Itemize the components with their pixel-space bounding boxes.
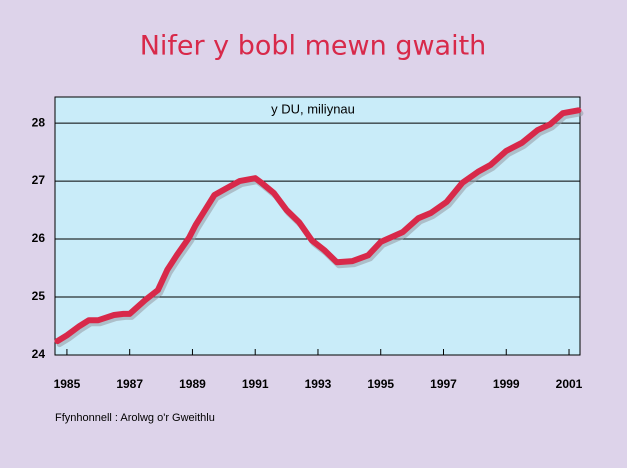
x-tick-label: 1987: [116, 377, 143, 391]
y-tick-label: 25: [32, 289, 46, 303]
chart-title: Nifer y bobl mewn gwaith: [140, 31, 487, 62]
x-tick-label: 1989: [179, 377, 206, 391]
y-tick-label: 24: [32, 347, 46, 361]
y-tick-label: 28: [32, 115, 46, 129]
x-tick-label: 2001: [556, 377, 583, 391]
line: [54, 107, 582, 345]
plot-area: [54, 96, 581, 356]
x-tick-label: 1999: [493, 377, 520, 391]
y-tick-label: 26: [32, 231, 46, 245]
source: Ffynhonnell : Arolwg o'r Gweithlu: [55, 412, 215, 424]
x-tick-label: 1997: [430, 377, 457, 391]
x-tick-label: 1991: [242, 377, 269, 391]
x-tick-label: 1995: [367, 377, 394, 391]
subtitle: y DU, miliynau: [271, 101, 355, 116]
x-tick-label: 1993: [305, 377, 332, 391]
y-tick-label: 27: [32, 173, 46, 187]
x-tick-label: 1985: [54, 377, 81, 391]
